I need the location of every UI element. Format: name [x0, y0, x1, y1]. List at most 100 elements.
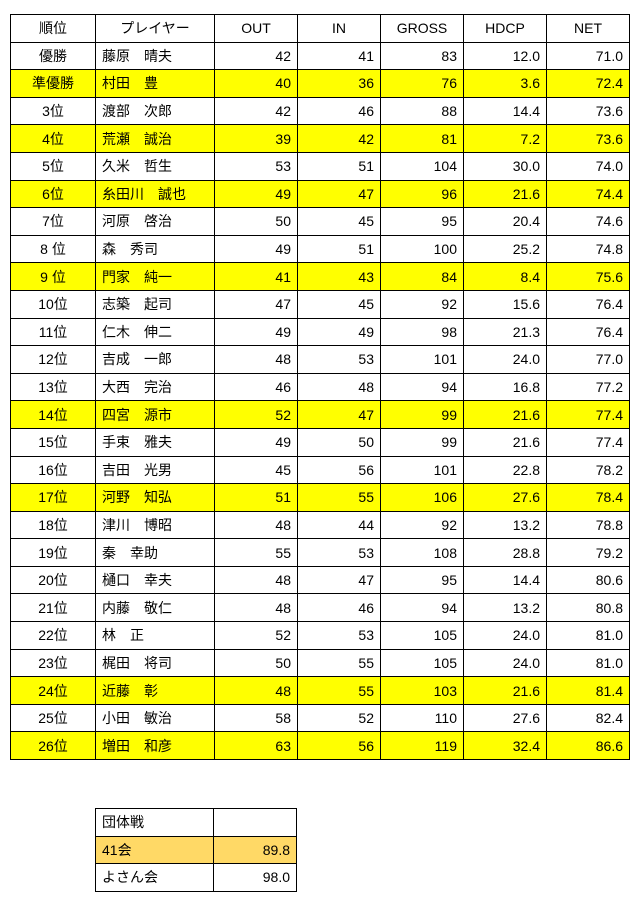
out-cell: 53	[214, 151, 298, 181]
rank-cell: 8 位	[10, 234, 96, 264]
hdcp-cell: 32.4	[463, 731, 547, 761]
rank-cell: 23位	[10, 648, 96, 678]
player-cell: 大西 完治	[95, 372, 215, 402]
hdcp-cell: 27.6	[463, 483, 547, 512]
net-cell: 81.0	[546, 648, 630, 678]
rank-cell: 24位	[10, 676, 96, 705]
in-cell: 53	[297, 621, 381, 650]
player-cell: 林 正	[95, 621, 215, 650]
hdcp-cell: 30.0	[463, 151, 547, 181]
net-cell: 77.0	[546, 345, 630, 374]
net-cell: 74.8	[546, 234, 630, 264]
in-cell: 44	[297, 510, 381, 540]
rank-cell: 11位	[10, 317, 96, 347]
hdcp-cell: 24.0	[463, 345, 547, 374]
out-cell: 48	[214, 345, 298, 374]
net-header: NET	[546, 14, 630, 43]
player-cell: 近藤 彰	[95, 676, 215, 705]
out-cell: 48	[214, 676, 298, 705]
gross-cell: 110	[380, 703, 464, 733]
player-cell: 小田 敏治	[95, 703, 215, 733]
rank-cell: 25位	[10, 703, 96, 733]
gross-cell: 119	[380, 731, 464, 761]
gross-cell: 105	[380, 621, 464, 650]
player-cell: 仁木 伸二	[95, 317, 215, 347]
hdcp-cell: 28.8	[463, 538, 547, 567]
hdcp-cell: 21.6	[463, 427, 547, 457]
out-cell: 41	[214, 262, 298, 291]
net-cell: 78.8	[546, 510, 630, 540]
net-cell: 78.4	[546, 483, 630, 512]
player-cell: 四宮 源市	[95, 400, 215, 429]
rank-cell: 6位	[10, 179, 96, 209]
player-cell: 藤原 晴夫	[95, 41, 215, 71]
in-cell: 45	[297, 207, 381, 236]
team-title: 団体戦	[94, 808, 215, 837]
team-row: 41会 89.8	[94, 835, 297, 865]
out-cell: 48	[214, 510, 298, 540]
net-cell: 71.0	[546, 41, 630, 71]
out-header: OUT	[214, 14, 298, 43]
rank-cell: 優勝	[10, 41, 96, 71]
net-cell: 73.6	[546, 96, 630, 126]
player-cell: 久米 哲生	[95, 151, 215, 181]
hdcp-cell: 24.0	[463, 648, 547, 678]
in-cell: 56	[297, 455, 381, 485]
table-row: 11位 仁木 伸二 49 49 98 21.3 76.4	[10, 317, 630, 347]
net-cell: 74.4	[546, 179, 630, 209]
player-cell: 門家 純一	[95, 262, 215, 291]
out-cell: 49	[214, 179, 298, 209]
out-cell: 52	[214, 621, 298, 650]
net-cell: 77.4	[546, 427, 630, 457]
hdcp-cell: 22.8	[463, 455, 547, 485]
in-cell: 53	[297, 345, 381, 374]
team-name: よさん会	[94, 863, 215, 892]
table-row: 23位 梶田 将司 50 55 105 24.0 81.0	[10, 648, 630, 678]
rank-cell: 3位	[10, 96, 96, 126]
rank-cell: 7位	[10, 207, 96, 236]
player-cell: 樋口 幸夫	[95, 565, 215, 595]
in-cell: 55	[297, 676, 381, 705]
in-cell: 47	[297, 179, 381, 209]
out-cell: 45	[214, 455, 298, 485]
in-cell: 47	[297, 565, 381, 595]
team-results-table: 団体戦 41会 89.8 よさん会 98.0	[94, 808, 297, 892]
table-row: 17位 河野 知弘 51 55 106 27.6 78.4	[10, 483, 630, 512]
rank-cell: 5位	[10, 151, 96, 181]
hdcp-cell: 21.6	[463, 179, 547, 209]
in-cell: 46	[297, 593, 381, 623]
in-cell: 52	[297, 703, 381, 733]
team-score: 98.0	[213, 863, 297, 892]
net-cell: 77.4	[546, 400, 630, 429]
net-cell: 81.4	[546, 676, 630, 705]
table-row: 21位 内藤 敬仁 48 46 94 13.2 80.8	[10, 593, 630, 623]
table-row: 26位 増田 和彦 63 56 119 32.4 86.6	[10, 731, 630, 761]
rank-cell: 16位	[10, 455, 96, 485]
hdcp-cell: 20.4	[463, 207, 547, 236]
hdcp-cell: 27.6	[463, 703, 547, 733]
player-cell: 梶田 将司	[95, 648, 215, 678]
player-cell: 志築 起司	[95, 289, 215, 319]
player-cell: 渡部 次郎	[95, 96, 215, 126]
gross-cell: 95	[380, 207, 464, 236]
out-cell: 42	[214, 41, 298, 71]
in-cell: 48	[297, 372, 381, 402]
net-cell: 86.6	[546, 731, 630, 761]
net-cell: 72.4	[546, 69, 630, 98]
table-row: 12位 吉成 一郎 48 53 101 24.0 77.0	[10, 345, 630, 374]
hdcp-cell: 14.4	[463, 96, 547, 126]
out-cell: 49	[214, 427, 298, 457]
player-cell: 手束 雅夫	[95, 427, 215, 457]
table-row: 準優勝 村田 豊 40 36 76 3.6 72.4	[10, 69, 630, 98]
hdcp-cell: 21.6	[463, 400, 547, 429]
gross-cell: 88	[380, 96, 464, 126]
rank-cell: 15位	[10, 427, 96, 457]
player-cell: 吉成 一郎	[95, 345, 215, 374]
rank-cell: 22位	[10, 621, 96, 650]
table-row: 24位 近藤 彰 48 55 103 21.6 81.4	[10, 676, 630, 705]
in-cell: 55	[297, 648, 381, 678]
header-row: 順位 プレイヤー OUT IN GROSS HDCP NET	[10, 14, 630, 43]
out-cell: 48	[214, 593, 298, 623]
player-cell: 村田 豊	[95, 69, 215, 98]
player-cell: 糸田川 誠也	[95, 179, 215, 209]
